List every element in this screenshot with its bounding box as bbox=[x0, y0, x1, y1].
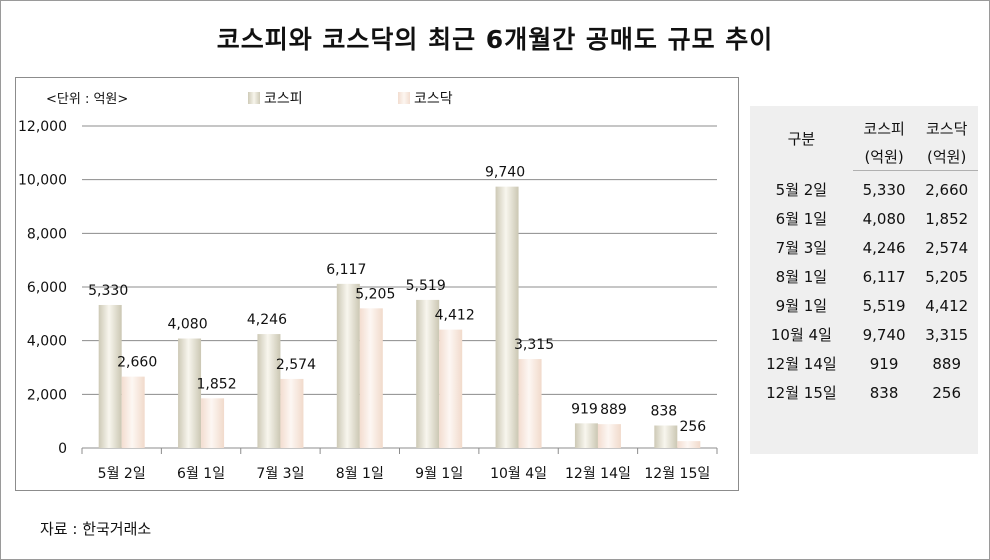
bar-kosdaq bbox=[121, 376, 145, 448]
table-header-kospi: 코스피 bbox=[863, 119, 905, 138]
data-label-kospi: 5,519 bbox=[406, 278, 446, 294]
table-header-kosdaq: 코스닥 bbox=[925, 119, 968, 138]
bar-kospi bbox=[336, 283, 360, 448]
data-label-kosdaq: 4,412 bbox=[435, 308, 475, 324]
y-tick-label: 10,000 bbox=[18, 173, 67, 189]
table-cell-date: 10월 4일 bbox=[770, 326, 832, 344]
table-cell-date: 12월 15일 bbox=[766, 384, 837, 402]
table-header-row-2: (억원) (억원) bbox=[750, 142, 978, 171]
x-tick-label: 10월 4일 bbox=[490, 466, 547, 482]
legend-kospi-swatch bbox=[248, 92, 260, 104]
table-cell-date: 8월 1일 bbox=[775, 268, 828, 286]
data-label-kosdaq: 1,852 bbox=[197, 376, 237, 392]
bar-kosdaq bbox=[201, 398, 225, 448]
table-cell-kospi: 6,117 bbox=[862, 267, 906, 286]
y-tick-label: 4,000 bbox=[27, 334, 67, 350]
table-cell-kosdaq: 4,412 bbox=[925, 296, 969, 315]
y-tick-label: 2,000 bbox=[27, 387, 67, 403]
table-cell-kosdaq: 256 bbox=[932, 383, 962, 402]
bar-kosdaq bbox=[359, 308, 383, 448]
data-label-kosdaq: 2,660 bbox=[117, 355, 157, 371]
table-header-kosdaq-unit: (억원) bbox=[915, 142, 978, 171]
bar-kospi bbox=[574, 423, 598, 448]
data-label-kosdaq: 5,205 bbox=[355, 286, 395, 302]
bar-chart-svg: 0 2,000 4,000 6,000 8,000 10,000 12,000 5,330 2,… bbox=[18, 119, 718, 482]
data-label-kospi: 919 bbox=[571, 401, 598, 417]
bar-kospi bbox=[654, 425, 678, 448]
table-row: 6월 1일 4,080 1,852 bbox=[750, 204, 978, 233]
y-tick-label: 0 bbox=[58, 441, 67, 457]
table-cell-date: 12월 14일 bbox=[766, 355, 837, 373]
data-table: 구분 코스피 코스닥 (억원) (억원) 5월 2일 5,330 2,660 6… bbox=[750, 106, 978, 407]
table-cell-kospi: 838 bbox=[869, 383, 899, 402]
chart-area: <단위 : 억원> 코스피 코스닥 0 2,000 4,000 6,000 8,000 1… bbox=[15, 77, 739, 491]
data-label-kospi: 6,117 bbox=[326, 262, 366, 278]
table-header-row-1: 구분 코스피 코스닥 bbox=[750, 106, 978, 148]
y-tick-label: 12,000 bbox=[18, 119, 67, 135]
table-cell-date: 7월 3일 bbox=[775, 239, 828, 257]
legend-kosdaq: 코스닥 bbox=[398, 88, 453, 108]
bar-kospi bbox=[98, 304, 122, 448]
bar-kosdaq bbox=[280, 378, 304, 448]
table-row: 5월 2일 5,330 2,660 bbox=[750, 171, 978, 205]
table-row: 9월 1일 5,519 4,412 bbox=[750, 291, 978, 320]
unit-label: <단위 : 억원> bbox=[46, 92, 129, 107]
table-cell-kospi: 4,246 bbox=[862, 238, 906, 257]
y-tick-label: 6,000 bbox=[27, 280, 67, 296]
table-cell-kosdaq: 889 bbox=[932, 354, 962, 373]
bar-kosdaq bbox=[597, 424, 621, 448]
table-cell-kosdaq: 2,574 bbox=[925, 238, 969, 257]
bar-kosdaq bbox=[439, 329, 463, 448]
table-row: 12월 14일 919 889 bbox=[750, 349, 978, 378]
legend-kosdaq-label: 코스닥 bbox=[414, 91, 453, 107]
source-note: 자료 : 한국거래소 bbox=[40, 520, 152, 538]
legend-kosdaq-swatch bbox=[398, 92, 410, 104]
data-label-kospi: 838 bbox=[650, 404, 677, 420]
table-cell-date: 5월 2일 bbox=[775, 180, 828, 199]
data-label-kospi: 4,080 bbox=[168, 317, 208, 333]
table-cell-kospi: 5,519 bbox=[862, 296, 906, 315]
table-row: 7월 3일 4,246 2,574 bbox=[750, 233, 978, 262]
table-cell-kospi: 4,080 bbox=[862, 209, 906, 228]
table-cell-kosdaq: 5,205 bbox=[925, 267, 969, 286]
bar-kosdaq bbox=[677, 441, 701, 448]
bar-kospi bbox=[495, 186, 519, 448]
data-label-kospi: 5,330 bbox=[88, 283, 128, 299]
x-tick-label: 12월 14일 bbox=[565, 466, 631, 482]
data-label-kosdaq: 889 bbox=[600, 402, 627, 418]
table-header-kospi-unit: (억원) bbox=[852, 142, 916, 171]
table-cell-kosdaq: 2,660 bbox=[925, 180, 969, 199]
x-tick-label: 12월 15일 bbox=[644, 466, 710, 482]
bar-kospi bbox=[416, 299, 440, 448]
x-tick-label: 6월 1일 bbox=[177, 466, 225, 482]
table-row: 8월 1일 6,117 5,205 bbox=[750, 262, 978, 291]
legend-kospi: 코스피 bbox=[248, 88, 303, 108]
table-cell-kospi: 9,740 bbox=[862, 325, 906, 344]
data-label-kosdaq: 3,315 bbox=[514, 337, 554, 353]
x-tick-label: 9월 1일 bbox=[415, 466, 463, 482]
data-label-kospi: 9,740 bbox=[485, 165, 525, 181]
table-cell-kospi: 919 bbox=[869, 354, 899, 373]
x-tick-label: 5월 2일 bbox=[98, 466, 146, 482]
bar-kospi bbox=[257, 334, 281, 448]
table-cell-date: 6월 1일 bbox=[775, 210, 828, 228]
table-cell-date: 9월 1일 bbox=[775, 297, 828, 315]
table-cell-kospi: 5,330 bbox=[862, 180, 906, 199]
table-cell-kosdaq: 3,315 bbox=[925, 325, 969, 344]
data-table-panel: 구분 코스피 코스닥 (억원) (억원) 5월 2일 5,330 2,660 6… bbox=[750, 106, 978, 454]
data-label-kosdaq: 256 bbox=[679, 419, 706, 435]
y-tick-label: 8,000 bbox=[27, 226, 67, 242]
data-label-kosdaq: 2,574 bbox=[276, 357, 316, 373]
data-label-kospi: 4,246 bbox=[247, 312, 287, 328]
table-row: 12월 15일 838 256 bbox=[750, 378, 978, 407]
bar-kosdaq bbox=[518, 359, 542, 448]
x-tick-label: 8월 1일 bbox=[336, 466, 384, 482]
x-tick-label: 7월 3일 bbox=[256, 466, 304, 482]
legend-kospi-label: 코스피 bbox=[264, 91, 303, 107]
table-cell-kosdaq: 1,852 bbox=[925, 209, 969, 228]
bar-kospi bbox=[178, 338, 202, 448]
chart-title: 코스피와 코스닥의 최근 6개월간 공매도 규모 추이 bbox=[216, 25, 774, 54]
table-header-category: 구분 bbox=[787, 129, 816, 148]
table-row: 10월 4일 9,740 3,315 bbox=[750, 320, 978, 349]
